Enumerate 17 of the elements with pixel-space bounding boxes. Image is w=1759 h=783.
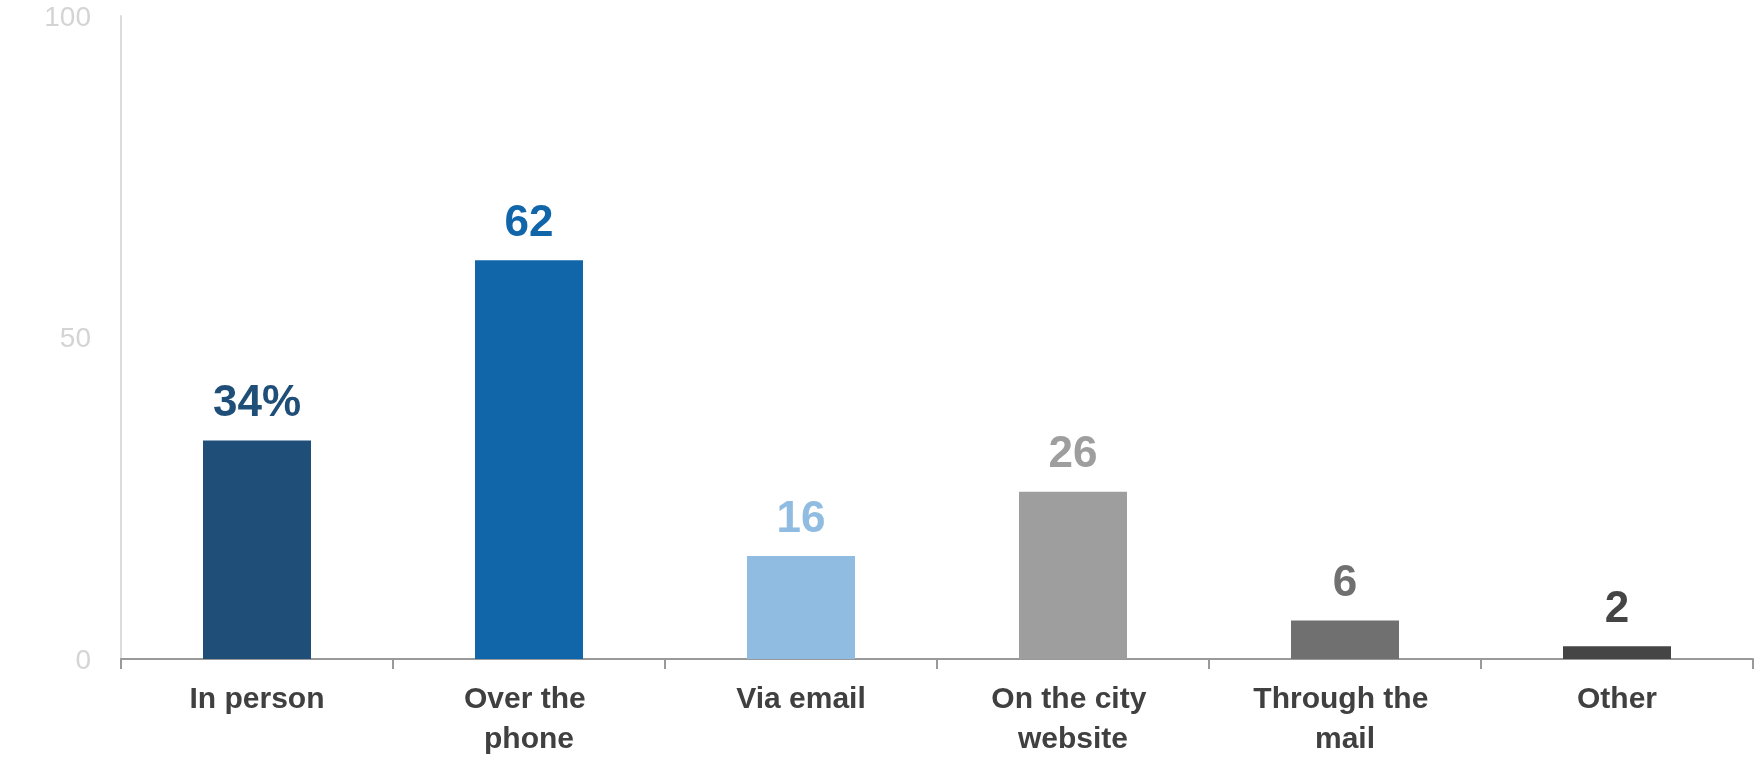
data-label: 6 — [1332, 555, 1358, 605]
bar — [475, 260, 583, 659]
bar — [1563, 646, 1671, 659]
x-tick-label: Over the phone — [463, 680, 595, 754]
data-label: 62 — [504, 195, 554, 245]
x-tick-label: Other — [1576, 680, 1658, 714]
bar — [1291, 620, 1399, 659]
bar — [203, 440, 311, 659]
data-label: 26 — [1048, 427, 1098, 477]
x-tick-label: On the city website — [991, 680, 1155, 754]
x-tick-label: Through the mail — [1253, 680, 1437, 754]
bar — [747, 556, 855, 659]
x-tick-label: Via email — [736, 680, 866, 714]
data-label: 2 — [1604, 581, 1630, 631]
data-label: 34% — [212, 375, 302, 425]
data-label: 16 — [776, 491, 826, 541]
x-tick-label: In person — [189, 680, 325, 714]
